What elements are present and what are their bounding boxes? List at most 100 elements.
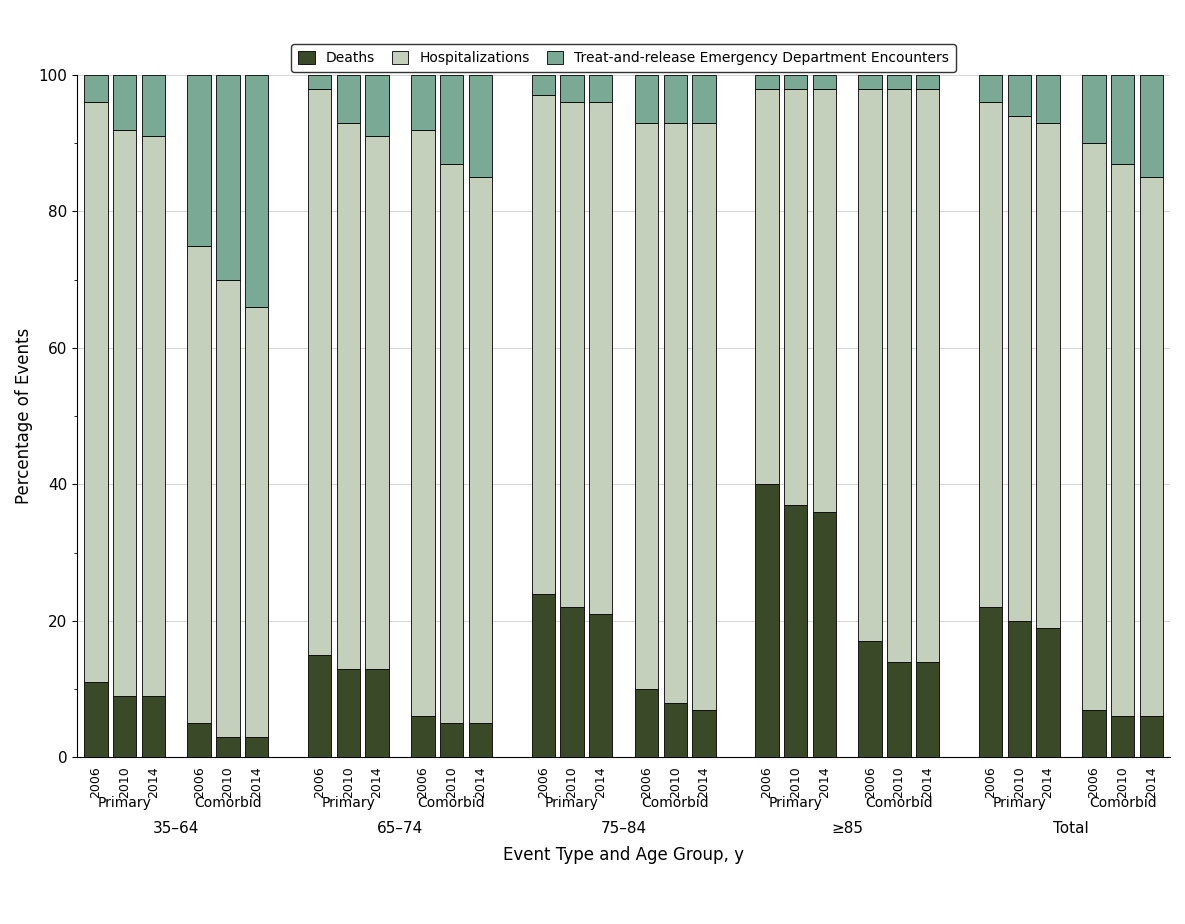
Text: Comorbid: Comorbid [417,796,486,810]
Bar [1082,75,1106,143]
Bar [245,736,268,758]
Bar [532,75,555,95]
Bar [692,710,716,758]
Bar [337,75,360,123]
Bar [858,641,882,758]
Bar [468,75,492,177]
Bar [113,129,136,696]
Text: Primary: Primary [769,796,822,810]
Bar [245,307,268,736]
Bar [141,696,165,758]
Bar [468,723,492,758]
Bar [468,177,492,723]
Bar [365,137,389,669]
Bar [365,75,389,137]
Bar [113,75,136,129]
Bar [245,75,268,307]
Bar [755,75,779,89]
Bar [216,736,239,758]
Bar [979,103,1003,607]
Bar [784,75,807,89]
Bar [784,505,807,758]
Bar [337,123,360,669]
Bar [308,75,332,89]
Bar [888,662,910,758]
Bar [692,123,716,710]
Bar [411,716,435,758]
Bar [1110,75,1134,164]
Bar [532,95,555,593]
Bar [664,123,687,703]
Bar [1082,143,1106,710]
Text: Primary: Primary [321,796,376,810]
Bar [664,703,687,758]
Bar [561,75,584,103]
Text: Primary: Primary [992,796,1046,810]
Bar [1007,75,1031,116]
Bar [216,280,239,736]
Bar [411,129,435,716]
Bar [692,75,716,123]
Bar [141,137,165,696]
Bar [216,75,239,280]
Bar [1110,164,1134,716]
Text: Total: Total [1053,821,1089,836]
Bar [979,607,1003,758]
Bar [813,512,837,758]
Bar [635,123,658,689]
Bar [365,669,389,758]
Bar [561,607,584,758]
Bar [635,75,658,123]
Bar [1140,75,1162,177]
Bar [308,655,332,758]
Bar [187,723,211,758]
Bar [1037,627,1059,758]
Bar [84,75,108,103]
Bar [916,662,940,758]
Bar [1007,116,1031,621]
Bar [187,246,211,723]
Bar [141,75,165,137]
Bar [84,103,108,682]
Text: ≥85: ≥85 [831,821,863,836]
Bar [532,593,555,758]
Bar [858,75,882,89]
Text: Primary: Primary [97,796,152,810]
Bar [888,89,910,662]
Bar [858,89,882,641]
Text: 65–74: 65–74 [377,821,423,836]
Bar [979,75,1003,103]
Bar [1037,123,1059,627]
Bar [589,75,613,103]
Bar [635,689,658,758]
Bar [411,75,435,129]
Bar [187,75,211,246]
Bar [888,75,910,89]
Bar [1110,716,1134,758]
Bar [113,696,136,758]
Bar [1037,75,1059,123]
Bar [1007,621,1031,758]
Bar [589,614,613,758]
Bar [1082,710,1106,758]
Bar [440,164,463,723]
Bar [440,723,463,758]
Legend: Deaths, Hospitalizations, Treat-and-release Emergency Department Encounters: Deaths, Hospitalizations, Treat-and-rele… [292,44,956,72]
Bar [813,75,837,89]
Y-axis label: Percentage of Events: Percentage of Events [15,328,33,505]
Text: Event Type and Age Group, y: Event Type and Age Group, y [504,846,744,864]
Bar [664,75,687,123]
Bar [916,89,940,662]
Text: 75–84: 75–84 [601,821,647,836]
Bar [84,682,108,758]
Text: Comorbid: Comorbid [194,796,262,810]
Text: Comorbid: Comorbid [865,796,933,810]
Bar [916,75,940,89]
Text: 35–64: 35–64 [153,821,199,836]
Text: Comorbid: Comorbid [641,796,709,810]
Bar [589,103,613,614]
Bar [755,484,779,758]
Text: Comorbid: Comorbid [1089,796,1157,810]
Bar [308,89,332,655]
Bar [755,89,779,484]
